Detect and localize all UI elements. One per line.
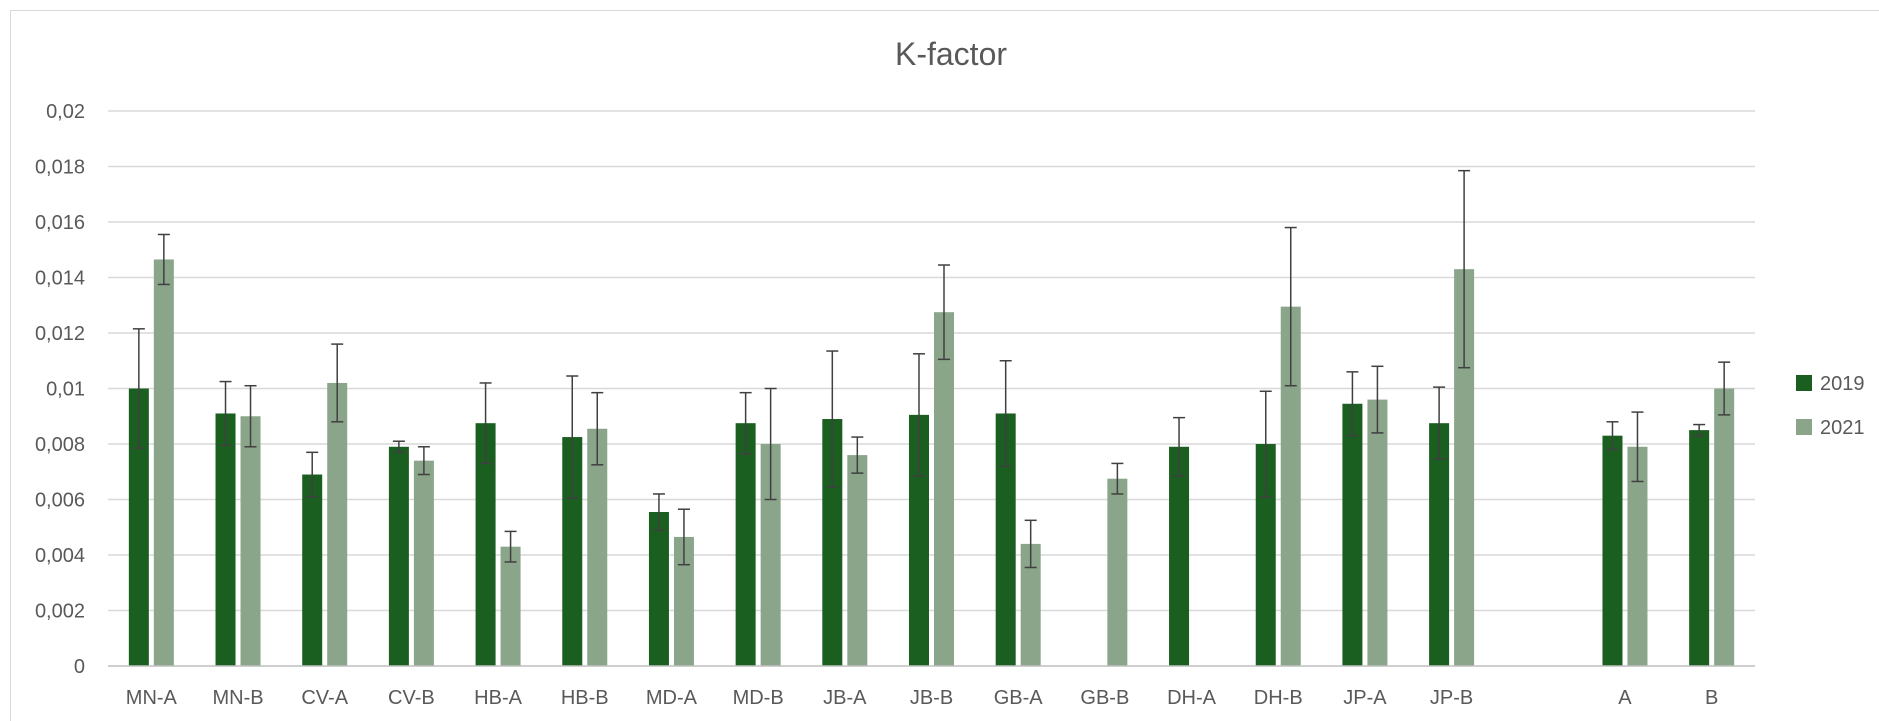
x-tick-label: DH-A — [1167, 687, 1217, 709]
x-tick-label: MN-B — [212, 687, 263, 709]
x-tick-label: MD-B — [733, 687, 784, 709]
x-tick-label: DH-B — [1254, 687, 1303, 709]
bar-2019-A — [1602, 435, 1623, 666]
x-tick-label: JB-B — [910, 687, 953, 709]
y-tick-label: 0,014 — [35, 268, 85, 290]
legend-label: 2021 — [1820, 417, 1865, 439]
y-tick-label: 0,004 — [35, 545, 85, 567]
legend: 2019 2021 — [1796, 373, 1865, 439]
x-axis-ticks: MN-A MN-B CV-A CV-B HB-A HB-B MD-A MD-B JB-A JB-B… — [126, 687, 1719, 709]
bar-2019-GB-A — [995, 413, 1016, 666]
y-tick-label: 0,02 — [46, 101, 85, 123]
bar-2019-DH-A — [1169, 446, 1190, 666]
y-axis-ticks: 0 0,002 0,004 0,006 0,008 0,01 0,012 0,014 0,016… — [35, 101, 85, 678]
bar-2021-A — [1627, 446, 1648, 666]
x-tick-label: GB-A — [994, 687, 1044, 709]
bar-2019-JB-A — [822, 419, 843, 666]
bar-2019-HB-B — [562, 437, 583, 666]
bar-2021-JP-A — [1367, 399, 1388, 666]
bar-2019-MN-A — [128, 388, 149, 666]
bar-2021-JB-A — [847, 455, 868, 666]
bars — [128, 259, 1735, 666]
error-bars — [132, 169, 1731, 569]
bar-2019-MN-B — [215, 413, 236, 666]
bar-2019-MD-A — [648, 511, 669, 666]
x-tick-label: B — [1705, 687, 1718, 709]
bar-2021-DH-B — [1280, 306, 1301, 666]
y-tick-label: 0,006 — [35, 490, 85, 512]
bar-2019-JB-B — [909, 414, 929, 666]
x-tick-label: GB-B — [1080, 687, 1129, 709]
bar-2021-JB-B — [934, 312, 954, 666]
legend-swatch-2019 — [1796, 375, 1812, 391]
bar-2021-B — [1714, 388, 1735, 666]
x-tick-label: HB-A — [474, 687, 522, 709]
bar-2021-GB-B — [1107, 478, 1128, 666]
x-tick-label: A — [1618, 687, 1632, 709]
x-tick-label: HB-B — [561, 687, 609, 709]
bar-2019-CV-B — [388, 446, 409, 666]
y-tick-label: 0,01 — [46, 379, 85, 401]
x-tick-label: MN-A — [126, 687, 178, 709]
bar-2021-GB-A — [1020, 543, 1041, 666]
bar-2021-HB-B — [587, 428, 608, 666]
bar-2021-MN-A — [153, 259, 174, 666]
bar-2021-MD-A — [673, 536, 694, 666]
x-tick-label: MD-A — [646, 687, 698, 709]
bar-2019-JP-A — [1342, 403, 1363, 666]
bar-2019-JP-B — [1429, 423, 1450, 666]
bar-2021-CV-A — [327, 382, 348, 666]
y-tick-label: 0,018 — [35, 157, 85, 179]
bar-2019-HB-A — [475, 423, 496, 666]
x-tick-label: JB-A — [823, 687, 867, 709]
y-tick-label: 0 — [74, 656, 85, 678]
x-tick-label: CV-B — [388, 687, 435, 709]
bar-2021-MN-B — [240, 416, 261, 666]
legend-swatch-2021 — [1796, 419, 1812, 435]
x-tick-label: JP-B — [1430, 687, 1473, 709]
y-tick-label: 0,016 — [35, 212, 85, 234]
gridlines — [108, 110, 1755, 612]
x-tick-label: JP-A — [1343, 687, 1387, 709]
y-tick-label: 0,002 — [35, 601, 85, 623]
y-tick-label: 0,012 — [35, 323, 85, 345]
legend-label: 2019 — [1820, 373, 1865, 395]
x-tick-label: CV-A — [301, 687, 348, 709]
chart-title: K-factor — [895, 36, 1007, 72]
bar-2021-CV-B — [413, 460, 434, 666]
chart-frame — [10, 10, 1879, 721]
bar-2019-B — [1689, 430, 1710, 666]
y-tick-label: 0,008 — [35, 434, 85, 456]
bar-2019-DH-B — [1255, 444, 1276, 666]
bar-2019-CV-A — [302, 474, 323, 666]
bar-2019-MD-B — [735, 423, 756, 666]
bar-2021-HB-A — [500, 546, 521, 666]
